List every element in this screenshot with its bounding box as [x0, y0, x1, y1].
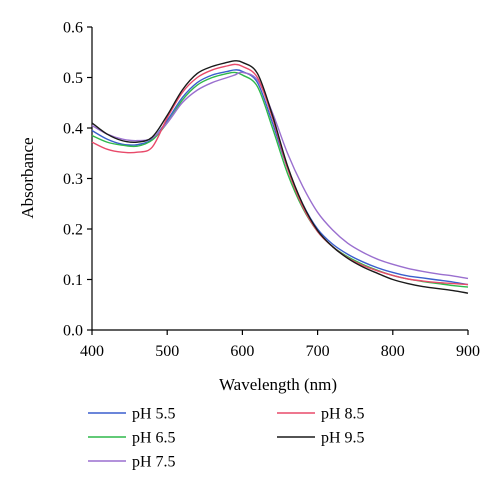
series-line-ph-9-5 — [91, 60, 469, 294]
y-tick-label: 0.3 — [63, 171, 83, 188]
x-tick-label: 900 — [456, 343, 480, 360]
y-tick-label: 0.0 — [63, 323, 83, 340]
y-tick-label: 0.4 — [63, 121, 83, 138]
y-axis: 0.0 0.1 0.2 0.3 0.4 0.5 0.6 — [63, 20, 93, 340]
x-tick-label: 400 — [80, 343, 104, 360]
x-tick-label: 800 — [381, 343, 405, 360]
series-line-ph-5-5 — [91, 69, 469, 286]
series-line-ph-7-5 — [91, 71, 469, 280]
x-axis: 400 500 600 700 800 900 — [80, 329, 480, 360]
series-line-ph-6-5 — [91, 71, 469, 288]
legend-label-ph-5-5: pH 5.5 — [132, 406, 176, 423]
x-tick-label: 500 — [155, 343, 179, 360]
legend-label-ph-6-5: pH 6.5 — [132, 430, 176, 447]
y-tick-label: 0.1 — [63, 272, 83, 289]
x-tick-label: 700 — [306, 343, 330, 360]
y-tick-label: 0.6 — [63, 20, 83, 37]
y-tick-label: 0.2 — [63, 222, 83, 239]
legend-label-ph-7-5: pH 7.5 — [132, 454, 176, 471]
y-axis-title: Absorbance — [18, 137, 37, 218]
legend-label-ph-9-5: pH 9.5 — [321, 430, 365, 447]
legend-label-ph-8-5: pH 8.5 — [321, 406, 365, 423]
x-axis-title: Wavelength (nm) — [219, 375, 337, 394]
plot-lines — [91, 60, 469, 294]
series-line-ph-8-5 — [91, 63, 469, 286]
x-tick-label: 600 — [230, 343, 254, 360]
y-tick-label: 0.5 — [63, 70, 83, 87]
legend: pH 5.5 pH 6.5 pH 7.5 pH 8.5 pH 9.5 — [88, 406, 365, 471]
